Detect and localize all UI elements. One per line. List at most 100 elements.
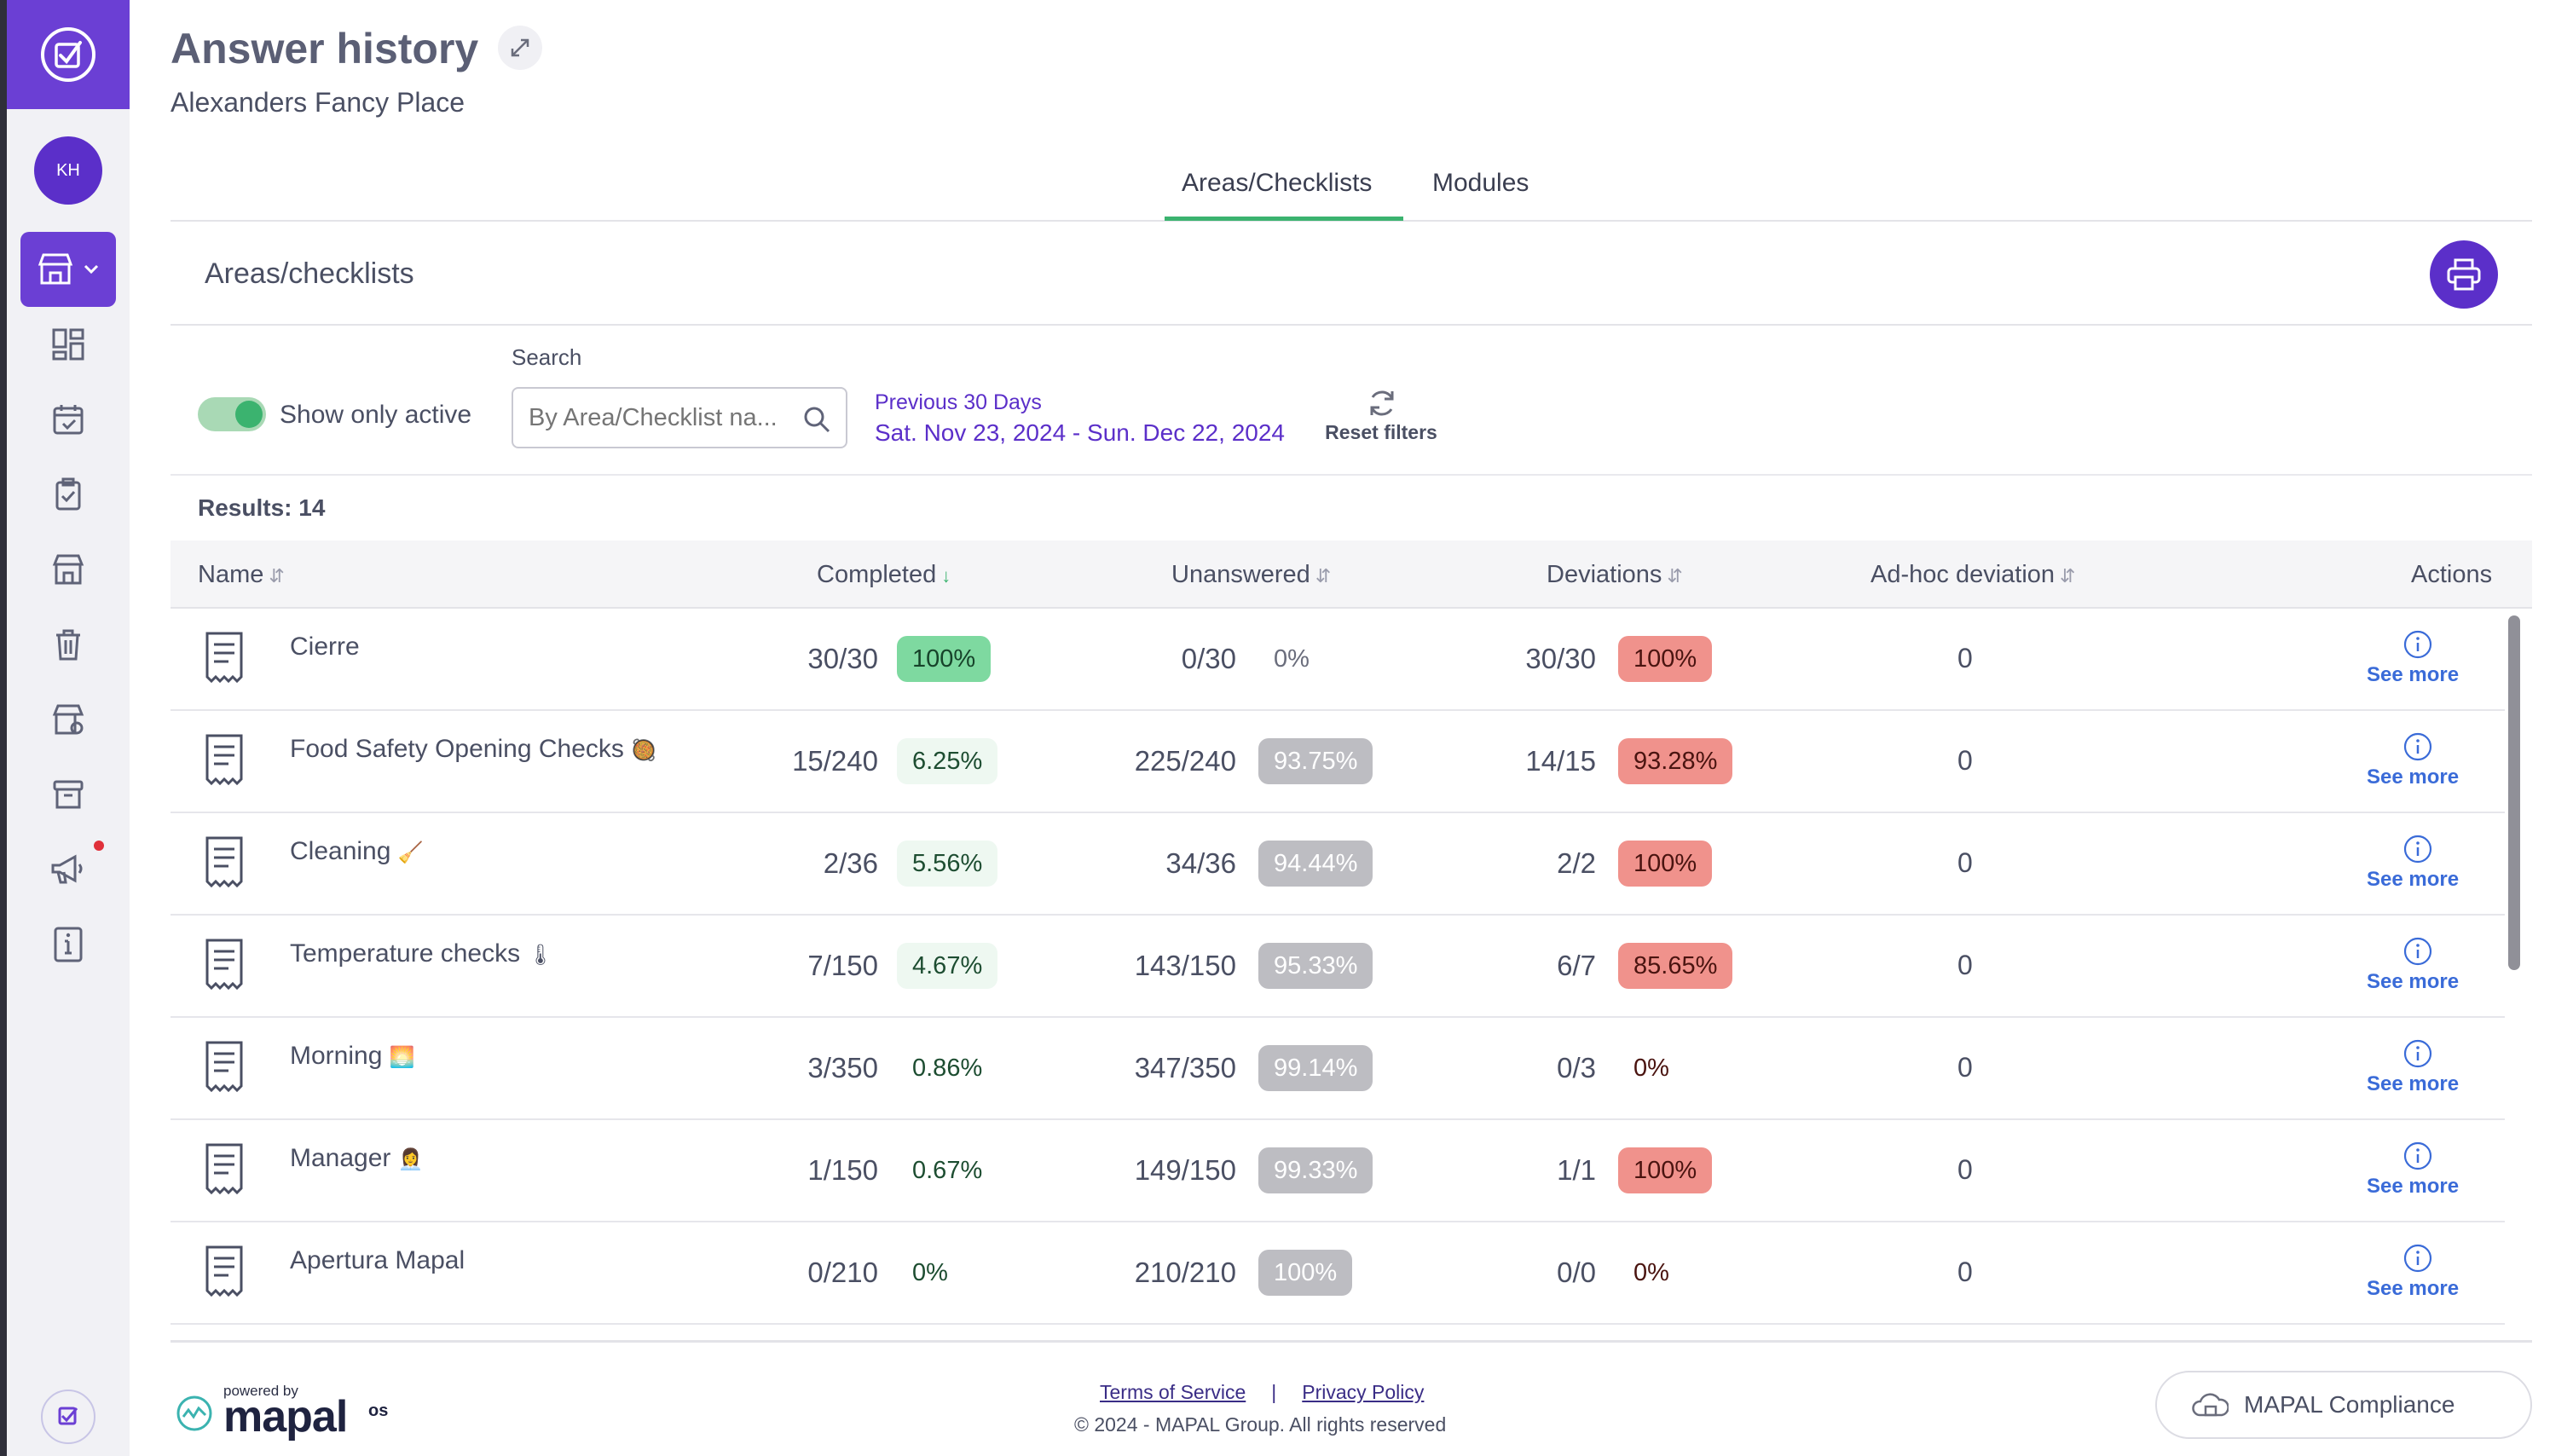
completed-percent-badge: 6.25%: [897, 738, 998, 784]
completed-count: 30/30: [807, 643, 878, 674]
unanswered-percent-badge: 0%: [1274, 644, 1310, 673]
checklist-name[interactable]: Apertura Mapal: [290, 1246, 465, 1275]
table-body: Cierre 30/30 100% 0/30 0% 30/30 100% 0 See more…: [171, 609, 2505, 1325]
column-unanswered[interactable]: Unanswered ⇵: [1171, 561, 1331, 589]
checklist-name-text: Morning: [290, 1042, 383, 1070]
info-icon[interactable]: [2402, 731, 2433, 762]
toggle-knob: [235, 401, 263, 428]
search-input[interactable]: [529, 404, 801, 432]
avatar[interactable]: KH: [34, 136, 102, 205]
info-icon[interactable]: [2402, 936, 2433, 967]
checklist-name-text: Cleaning: [290, 837, 391, 865]
app-logo[interactable]: [7, 0, 130, 109]
column-adhoc-label: Ad-hoc deviation: [1870, 561, 2056, 588]
see-more-link[interactable]: See more: [2367, 868, 2460, 891]
link-separator: |: [1271, 1381, 1277, 1403]
store-icon[interactable]: [44, 546, 92, 593]
show-only-active-toggle[interactable]: [198, 397, 266, 431]
info-icon[interactable]: [2402, 1038, 2433, 1069]
info-icon[interactable]: [2402, 1141, 2433, 1171]
card-title: Areas/checklists: [205, 257, 414, 290]
see-more-link[interactable]: See more: [2367, 1277, 2460, 1300]
receipt-icon: [203, 1142, 246, 1195]
checklist-name-text: Temperature checks: [290, 939, 521, 968]
mapal-os-suffix: os: [368, 1401, 389, 1420]
chevron-down-icon: [84, 264, 99, 274]
sort-icon: ⇵: [269, 565, 285, 586]
scrollbar[interactable]: [2508, 615, 2520, 970]
clipboard-check-icon[interactable]: [44, 471, 92, 518]
deviations-percent-badge: 93.28%: [1618, 738, 1733, 784]
store-selector[interactable]: [20, 232, 116, 307]
adhoc-deviation-count: 0: [1957, 1154, 1973, 1185]
deviations-percent-badge: 100%: [1618, 841, 1713, 887]
refresh-icon: [1370, 390, 1394, 416]
info-document-icon[interactable]: [44, 921, 92, 968]
checklist-name[interactable]: Cleaning 🧹: [290, 837, 424, 866]
sidebar-edge: [0, 0, 7, 1456]
column-name[interactable]: Name ⇵: [198, 561, 285, 589]
search-field[interactable]: [512, 387, 847, 448]
store-settings-icon[interactable]: [44, 696, 92, 743]
column-name-label: Name: [198, 561, 264, 588]
checklist-name[interactable]: Food Safety Opening Checks 🥘: [290, 735, 656, 764]
table-row: Temperature checks 🌡 7/150 4.67% 143/150 95.…: [171, 916, 2505, 1018]
adhoc-deviation-count: 0: [1957, 1052, 1973, 1083]
dashboard-icon[interactable]: [44, 321, 92, 368]
checklist-name[interactable]: Morning 🌅: [290, 1042, 415, 1071]
expand-arrows-icon: [511, 38, 529, 57]
info-icon[interactable]: [2402, 1243, 2433, 1274]
checklist-name[interactable]: Temperature checks 🌡: [290, 939, 553, 968]
info-icon[interactable]: [2402, 834, 2433, 864]
archive-icon[interactable]: [44, 771, 92, 818]
table-row: Cierre 30/30 100% 0/30 0% 30/30 100% 0 See more: [171, 609, 2505, 711]
receipt-icon: [203, 1245, 246, 1297]
see-more-link[interactable]: See more: [2367, 663, 2460, 686]
tab-modules[interactable]: Modules: [1432, 169, 1529, 197]
see-more-link[interactable]: See more: [2367, 1175, 2460, 1198]
search-label: Search: [512, 344, 582, 370]
page-title: Answer history: [171, 25, 479, 72]
see-more-link[interactable]: See more: [2367, 1072, 2460, 1095]
deviations-count: 2/2: [1557, 847, 1596, 879]
checklist-emoji: 🌅: [389, 1046, 415, 1069]
unanswered-count: 225/240: [1134, 745, 1236, 777]
tab-areas-checklists[interactable]: Areas/Checklists: [1182, 169, 1373, 197]
search-icon[interactable]: [801, 404, 832, 435]
calendar-check-icon[interactable]: [44, 396, 92, 443]
cloud-store-icon: [2192, 1393, 2229, 1417]
expand-button[interactable]: [498, 26, 542, 70]
terms-link[interactable]: Terms of Service: [1100, 1381, 1246, 1403]
completed-percent-badge: 4.67%: [897, 943, 998, 989]
date-range[interactable]: Sat. Nov 23, 2024 - Sun. Dec 22, 2024: [875, 419, 1285, 446]
column-completed[interactable]: Completed ↓: [817, 561, 951, 589]
receipt-icon: [203, 835, 246, 888]
mapal-wordmark: mapal: [223, 1392, 348, 1442]
column-adhoc-deviation[interactable]: Ad-hoc deviation ⇵: [1870, 561, 2075, 589]
unanswered-count: 347/350: [1134, 1052, 1236, 1083]
print-button[interactable]: [2430, 240, 2498, 309]
privacy-link[interactable]: Privacy Policy: [1302, 1381, 1425, 1403]
column-deviations[interactable]: Deviations ⇵: [1547, 561, 1683, 589]
checklist-name[interactable]: Cierre: [290, 633, 360, 662]
see-more-link[interactable]: See more: [2367, 970, 2460, 993]
checklist-app-switcher[interactable]: [41, 1390, 95, 1444]
reset-filters-button[interactable]: Reset filters: [1318, 387, 1444, 445]
card-header: Areas/checklists: [171, 223, 2532, 326]
column-deviations-label: Deviations: [1547, 561, 1662, 588]
deviations-count: 1/1: [1557, 1154, 1596, 1186]
mapal-compliance-button[interactable]: MAPAL Compliance: [2155, 1371, 2532, 1439]
deviations-count: 6/7: [1557, 950, 1596, 981]
checklist-name[interactable]: Manager 👩‍💼: [290, 1144, 424, 1173]
column-completed-label: Completed: [817, 561, 937, 588]
completed-percent-badge: 0.86%: [912, 1054, 983, 1082]
megaphone-icon[interactable]: [44, 846, 92, 893]
notification-dot: [94, 841, 104, 851]
date-preset[interactable]: Previous 30 Days: [875, 390, 1042, 414]
unanswered-percent-badge: 99.14%: [1258, 1045, 1373, 1091]
trash-icon[interactable]: [44, 621, 92, 668]
adhoc-deviation-count: 0: [1957, 1257, 1973, 1287]
info-icon[interactable]: [2402, 629, 2433, 660]
see-more-link[interactable]: See more: [2367, 766, 2460, 789]
reset-filters-label: Reset filters: [1325, 421, 1437, 443]
